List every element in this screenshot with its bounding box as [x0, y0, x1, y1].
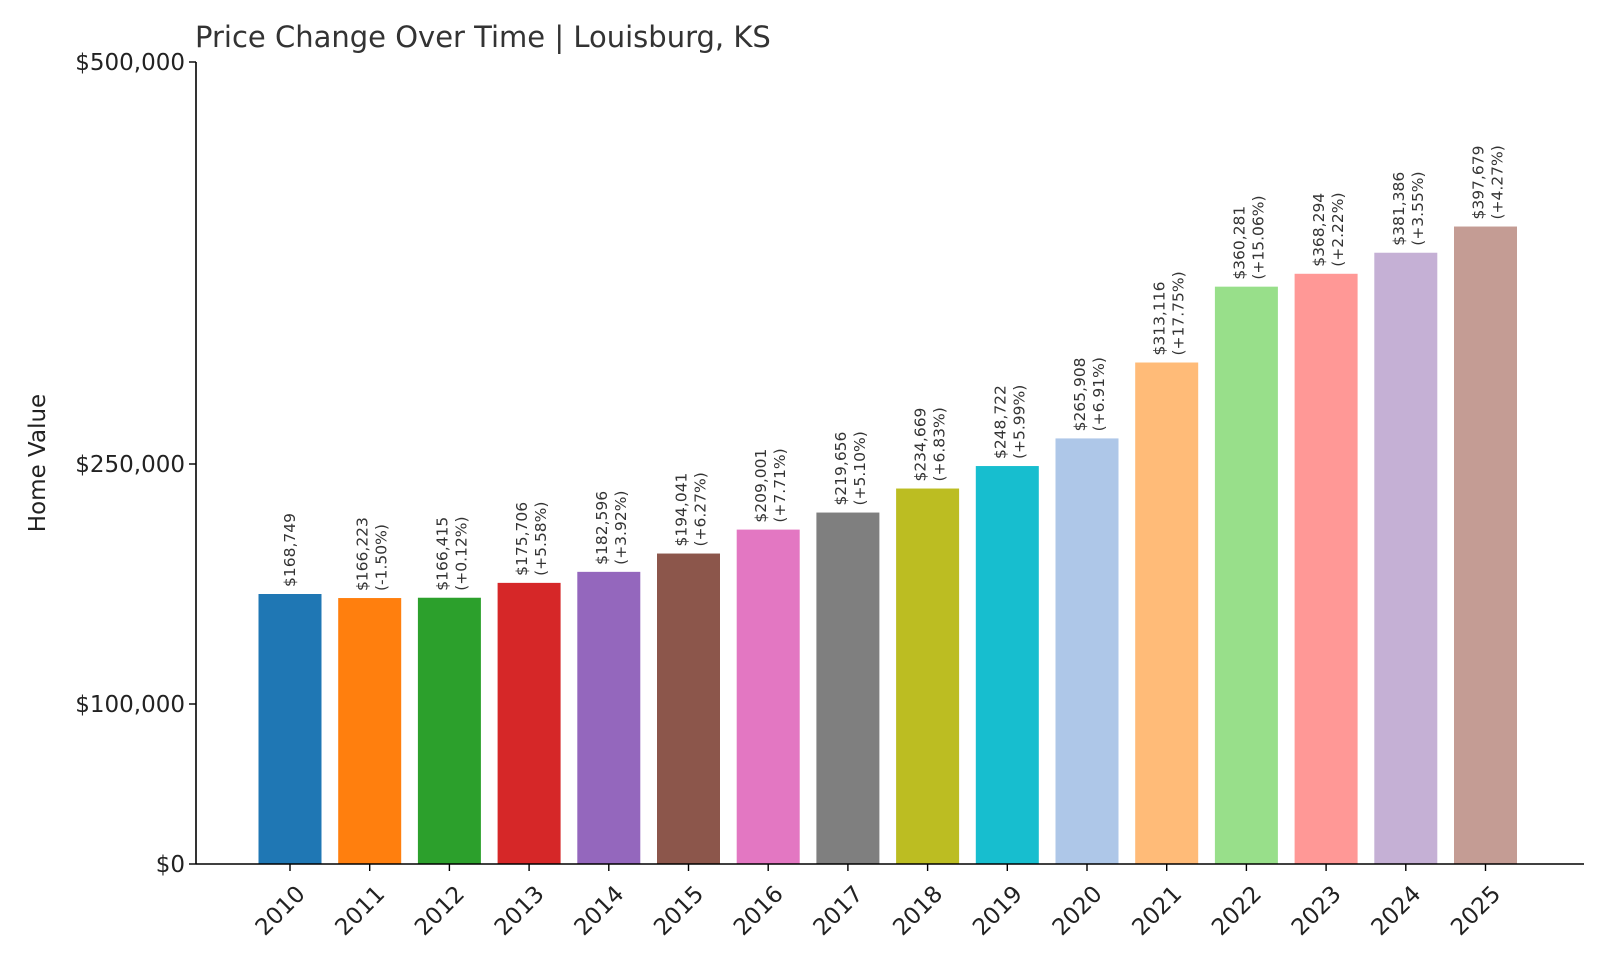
bar-change-label: (+3.92%)	[612, 491, 630, 565]
bar-change-label: (+7.71%)	[771, 448, 789, 522]
x-tick-label: 2012	[410, 881, 470, 941]
x-tick-label: 2010	[251, 881, 311, 941]
bar-value-label: $248,722	[991, 385, 1009, 459]
bar-value-label: $313,116	[1151, 282, 1169, 356]
bar	[338, 598, 402, 864]
bar-value-label: $175,706	[513, 502, 531, 576]
x-tick-label: 2015	[649, 881, 709, 941]
y-tick-label: $250,000	[75, 452, 185, 478]
bar	[816, 512, 880, 864]
bar	[896, 488, 960, 864]
bar-change-label: (+5.58%)	[532, 502, 550, 576]
bar-change-label: (+3.55%)	[1409, 171, 1427, 245]
bar-value-label: $166,415	[433, 517, 451, 591]
x-axis-ticks: 2010 2011 2012 2013 2014 2015 2016 2017 2018 2019…	[251, 864, 1506, 941]
bar	[1214, 286, 1278, 864]
x-tick-label: 2025	[1446, 881, 1506, 941]
bar-change-label: (+15.06%)	[1249, 195, 1267, 279]
bar-value-label: $168,749	[281, 513, 299, 587]
x-tick-label: 2011	[330, 881, 390, 941]
bar-value-label: $219,656	[832, 432, 850, 506]
x-tick-label: 2013	[490, 881, 550, 941]
bar-change-label: (+2.22%)	[1329, 192, 1347, 266]
bar-value-label: $265,908	[1071, 357, 1089, 431]
x-tick-label: 2014	[570, 881, 630, 941]
bar	[975, 466, 1039, 864]
x-tick-label: 2024	[1367, 881, 1427, 941]
y-tick-label: $500,000	[75, 50, 185, 76]
bar-change-label: (+6.91%)	[1090, 357, 1108, 431]
x-tick-label: 2017	[809, 881, 869, 941]
bar	[1454, 226, 1517, 864]
y-tick-label: $100,000	[75, 692, 185, 718]
bar-change-label: (+6.27%)	[692, 472, 710, 546]
bar-value-label: $397,679	[1470, 146, 1488, 220]
bar-change-label: (+5.10%)	[851, 431, 869, 505]
x-tick-label: 2018	[888, 881, 948, 941]
bar-value-label: $209,001	[752, 449, 770, 523]
bar-value-label: $368,294	[1310, 193, 1328, 267]
bar	[1135, 362, 1199, 864]
bar-value-label: $360,281	[1230, 206, 1248, 280]
bar	[1294, 273, 1358, 865]
bar-change-label: (-1.50%)	[373, 524, 391, 591]
bar	[1374, 252, 1438, 864]
x-tick-label: 2021	[1127, 881, 1187, 941]
bar-change-label: (+0.12%)	[452, 516, 470, 590]
bar	[497, 582, 561, 864]
x-tick-label: 2023	[1287, 881, 1347, 941]
bar	[577, 571, 641, 864]
bar	[258, 594, 322, 864]
bars: $168,749 $166,223 (-1.50%) $166,415 (+0.12%)…	[258, 145, 1517, 865]
bar-value-label: $182,596	[593, 491, 611, 565]
bar-value-label: $234,669	[912, 408, 930, 482]
bar	[657, 553, 720, 864]
bar-change-label: (+4.27%)	[1489, 145, 1507, 219]
bar-change-label: (+6.83%)	[931, 407, 949, 481]
bar	[417, 597, 481, 864]
bar-change-label: (+17.75%)	[1170, 271, 1188, 355]
x-tick-label: 2016	[729, 881, 789, 941]
chart-title: Price Change Over Time | Louisburg, KS	[195, 20, 771, 54]
bar-value-label: $194,041	[673, 473, 691, 547]
bar-value-label: $381,386	[1390, 172, 1408, 246]
x-tick-label: 2022	[1207, 881, 1267, 941]
bar-change-label: (+5.99%)	[1010, 385, 1028, 459]
y-axis-label: Home Value	[25, 394, 51, 532]
y-tick-label: $0	[156, 852, 185, 878]
bar	[736, 529, 800, 864]
x-tick-label: 2020	[1048, 881, 1108, 941]
y-axis-ticks: $0 $100,000 $250,000 $500,000	[75, 50, 196, 878]
bar	[1055, 438, 1119, 864]
bar-value-label: $166,223	[354, 517, 372, 591]
x-tick-label: 2019	[968, 881, 1028, 941]
